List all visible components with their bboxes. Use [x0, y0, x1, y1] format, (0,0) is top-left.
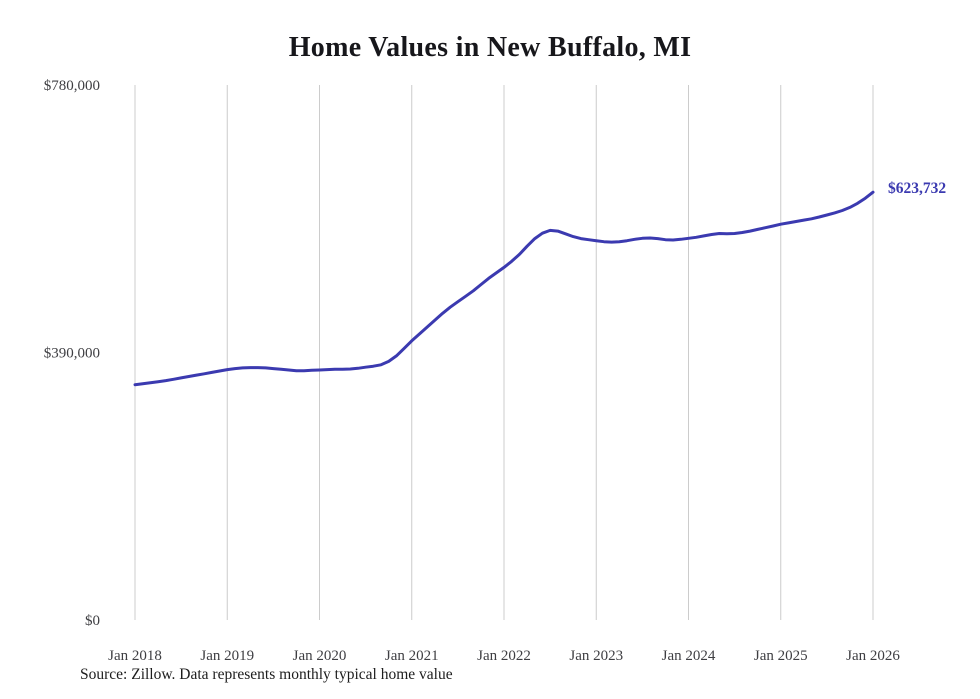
x-tick-label: Jan 2021 — [385, 648, 439, 664]
y-axis-labels-group: $0 $390,000 $780,000 — [44, 78, 100, 629]
y-tick-label: $0 — [85, 613, 100, 629]
x-tick-label: Jan 2019 — [200, 648, 254, 664]
source-note: Source: Zillow. Data represents monthly … — [80, 666, 453, 683]
x-tick-label: Jan 2025 — [754, 648, 808, 664]
end-value-label: $623,732 — [888, 180, 946, 197]
x-tick-label: Jan 2024 — [662, 648, 716, 664]
chart-title: Home Values in New Buffalo, MI — [288, 32, 692, 63]
gridlines-group — [134, 85, 874, 620]
x-tick-label: Jan 2020 — [293, 648, 347, 664]
x-tick-label: Jan 2026 — [846, 648, 900, 664]
y-tick-label: $780,000 — [44, 78, 100, 94]
x-tick-label: Jan 2018 — [108, 648, 162, 664]
x-tick-label: Jan 2023 — [569, 648, 623, 664]
x-axis-labels-group: Jan 2018 Jan 2019 Jan 2020 Jan 2021 Jan 2022… — [108, 648, 900, 664]
x-tick-label: Jan 2022 — [477, 648, 531, 664]
y-tick-label: $390,000 — [44, 346, 100, 362]
value-line — [133, 190, 875, 387]
